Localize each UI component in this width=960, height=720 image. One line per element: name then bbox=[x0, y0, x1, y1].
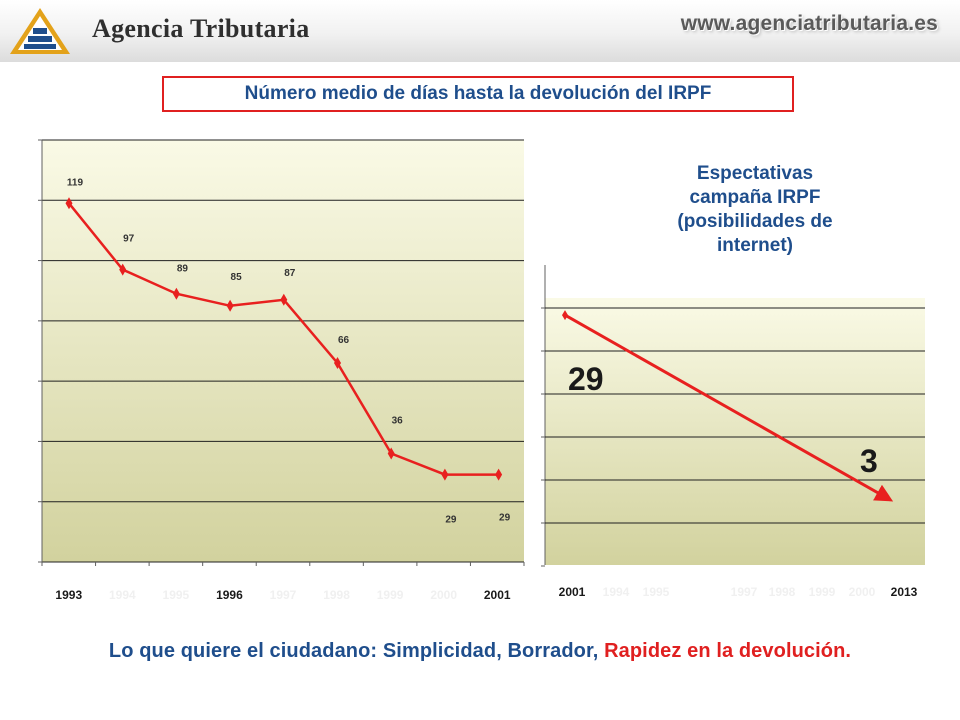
footer-highlight: Rapidez en la devolución. bbox=[604, 640, 852, 662]
data-point bbox=[334, 357, 341, 370]
footer-text: Lo que quiere el ciudadano: Simplicidad,… bbox=[108, 640, 605, 662]
data-point bbox=[119, 263, 127, 276]
data-label: 97 bbox=[123, 234, 135, 245]
data-point bbox=[172, 287, 180, 300]
x-tick-label: 2013 bbox=[891, 585, 918, 599]
data-label: 3 bbox=[860, 443, 878, 479]
data-label: 29 bbox=[499, 513, 511, 524]
website-url: www.agenciatributaria.es bbox=[680, 12, 938, 35]
x-tick-label: 1997 bbox=[731, 585, 758, 599]
x-tick-label: 1993 bbox=[55, 588, 82, 602]
data-point bbox=[441, 468, 449, 481]
plot-area bbox=[545, 298, 925, 565]
trend-arrow bbox=[564, 313, 894, 502]
data-label: 66 bbox=[338, 335, 350, 346]
data-label: 36 bbox=[392, 415, 404, 426]
data-point bbox=[65, 197, 73, 210]
x-tick-label: 2000 bbox=[430, 588, 457, 602]
data-label: 29 bbox=[568, 361, 604, 397]
subtitle-line: Espectativas bbox=[696, 163, 814, 184]
subtitle-line: internet) bbox=[717, 235, 793, 256]
x-tick-label: 1994 bbox=[109, 588, 136, 602]
data-point bbox=[562, 310, 568, 321]
subtitle-line: (posibilidades de bbox=[677, 211, 833, 232]
left-line-chart: 119 97 89 85 87 66 36 29 29 1993 1994 1995 1996 1997 1… bbox=[38, 139, 525, 602]
data-label: 119 bbox=[67, 177, 84, 188]
brand-name: Agencia Tributaria bbox=[92, 14, 310, 43]
x-tick-label: 2001 bbox=[559, 585, 586, 599]
x-tick-label: 1994 bbox=[603, 585, 630, 599]
data-label: 85 bbox=[231, 272, 243, 283]
chart-title: Número medio de días hasta la devolución… bbox=[162, 76, 794, 112]
x-tick-label: 1995 bbox=[163, 588, 190, 602]
data-point bbox=[226, 299, 234, 312]
x-tick-label: 2000 bbox=[849, 585, 876, 599]
x-tick-label: 2001 bbox=[484, 588, 511, 602]
x-tick-label: 1997 bbox=[270, 588, 297, 602]
data-point bbox=[495, 468, 503, 481]
x-tick-label: 1999 bbox=[377, 588, 404, 602]
right-line-chart: 29 3 2001 1994 1995 1997 1998 1999 2000 2013 bbox=[541, 265, 925, 599]
x-tick-label: 1996 bbox=[216, 588, 243, 602]
data-point bbox=[387, 447, 395, 460]
x-tick-label: 1998 bbox=[769, 585, 796, 599]
x-tick-label: 1999 bbox=[809, 585, 836, 599]
header-bar: Agencia Tributaria www.agenciatributaria… bbox=[0, 0, 960, 62]
data-label: 89 bbox=[177, 264, 189, 275]
data-label: 29 bbox=[445, 515, 457, 526]
subtitle-line: campaña IRPF bbox=[689, 187, 821, 208]
data-label: 87 bbox=[284, 268, 296, 279]
x-tick-label: 1998 bbox=[323, 588, 350, 602]
agencia-logo-icon bbox=[10, 8, 70, 54]
footer-statement: Lo que quiere el ciudadano: Simplicidad,… bbox=[0, 640, 960, 663]
x-tick-label: 1995 bbox=[643, 585, 670, 599]
plot-area bbox=[42, 140, 524, 562]
data-point bbox=[280, 293, 288, 306]
right-chart-subtitle: Espectativas campaña IRPF (posibilidades… bbox=[640, 162, 870, 258]
